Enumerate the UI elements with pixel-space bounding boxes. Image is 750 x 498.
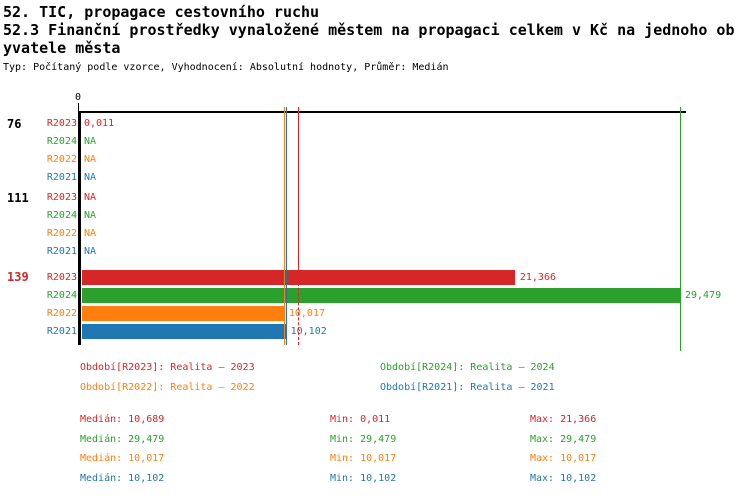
- median-line-R2021: [285, 107, 287, 345]
- series-label-R2023: R2023: [46, 192, 77, 203]
- series-label-R2021: R2021: [46, 246, 77, 257]
- series-label-R2024: R2024: [46, 210, 77, 221]
- bar-value-label-R2022: 10,017: [288, 308, 325, 319]
- page-title-line-3: yvatele města: [3, 39, 121, 57]
- row-value-label-R2024: NA: [84, 210, 97, 221]
- series-label-R2023: R2023: [46, 118, 77, 129]
- x-axis-zero-label: 0: [75, 92, 82, 103]
- stat-max-R2021: Max: 10,102: [530, 472, 597, 484]
- chart-meta-line: Typ: Počítaný podle vzorce, Vyhodnocení:…: [3, 62, 449, 73]
- series-label-R2021: R2021: [46, 326, 77, 337]
- stat-min-R2024: Min: 29,479: [330, 433, 397, 445]
- row-value-label-R2024: NA: [84, 136, 97, 147]
- stat-min-R2022: Min: 10,017: [330, 453, 397, 464]
- median-line-R2024: [680, 107, 681, 351]
- stat-median-R2021: Medián: 10,102: [80, 472, 165, 484]
- median-line-R2023-dashed: [297, 268, 299, 345]
- bar-value-label-R2024: 29,479: [685, 290, 722, 301]
- row-value-label-R2021: NA: [84, 246, 97, 257]
- median-line-R2023-solid: [297, 107, 299, 268]
- row-value-label-R2022: NA: [84, 154, 97, 165]
- group-label-139: 139: [7, 270, 29, 284]
- group-label-76: 76: [7, 117, 22, 131]
- stat-min-R2023: Min: 0,011: [330, 414, 391, 425]
- series-label-R2022: R2022: [46, 228, 77, 239]
- stat-min-R2021: Min: 10,102: [330, 472, 397, 484]
- legend-item-R2022: Období[R2022]: Realita – 2022: [80, 382, 255, 393]
- series-label-R2021: R2021: [46, 172, 77, 183]
- series-label-R2022: R2022: [46, 154, 77, 165]
- series-label-R2022: R2022: [46, 308, 77, 319]
- row-value-label-R2023: 0,011: [84, 118, 115, 129]
- series-label-R2024: R2024: [46, 136, 77, 147]
- bar-R2024: [82, 288, 680, 303]
- series-label-R2024: R2024: [46, 290, 77, 301]
- series-label-R2023: R2023: [46, 272, 77, 283]
- row-value-label-R2022: NA: [84, 228, 97, 239]
- bar-value-label-R2021: 10,102: [290, 326, 327, 337]
- row-value-label-R2023: NA: [84, 192, 97, 203]
- y-axis-line: [78, 113, 81, 345]
- row-value-label-R2021: NA: [84, 172, 97, 183]
- x-axis-zero-tick: [78, 103, 79, 112]
- stat-max-R2022: Max: 10,017: [530, 453, 597, 464]
- legend-item-R2023: Období[R2023]: Realita – 2023: [80, 362, 255, 373]
- group-label-111: 111: [7, 191, 29, 205]
- bar-R2021: [82, 324, 286, 339]
- legend-item-R2021: Období[R2021]: Realita – 2021: [380, 382, 555, 393]
- bar-value-label-R2023: 21,366: [519, 272, 556, 283]
- x-axis-line: [78, 111, 686, 113]
- page-title-line-2: 52.3 Finanční prostředky vynaložené měst…: [3, 21, 735, 39]
- stat-median-R2022: Medián: 10,017: [80, 453, 165, 464]
- stat-max-R2024: Max: 29,479: [530, 433, 597, 445]
- page-title-line-1: 52. TIC, propagace cestovního ruchu: [3, 3, 320, 21]
- stat-median-R2023: Medián: 10,689: [80, 414, 165, 425]
- stat-max-R2023: Max: 21,366: [530, 414, 597, 425]
- stat-median-R2024: Medián: 29,479: [80, 433, 165, 445]
- bar-R2022: [82, 306, 284, 321]
- legend-item-R2024: Období[R2024]: Realita – 2024: [380, 362, 555, 373]
- median-line-R2022: [283, 107, 285, 345]
